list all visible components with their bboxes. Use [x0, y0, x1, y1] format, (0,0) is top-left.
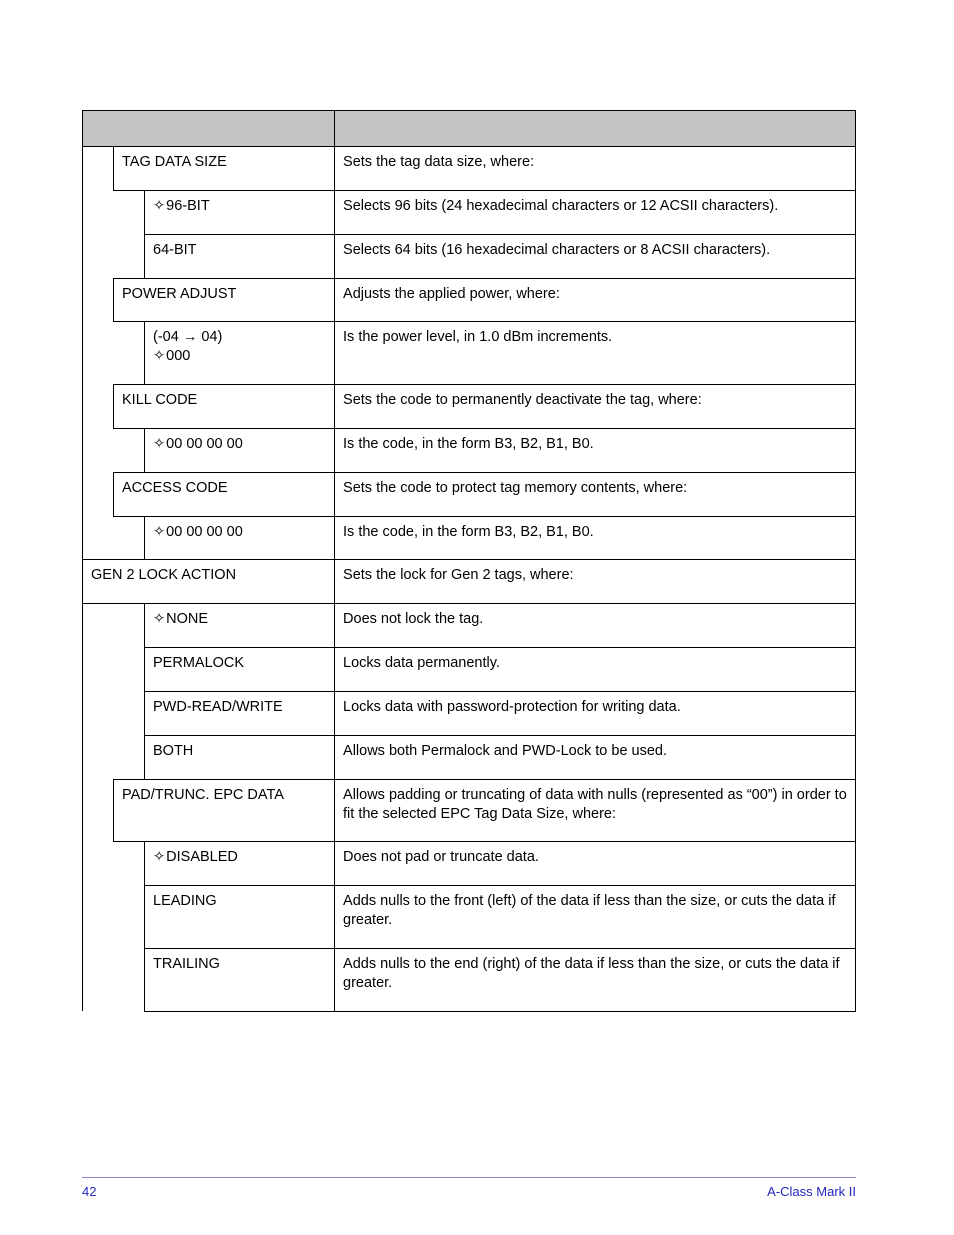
param-label: 00 00 00 00	[145, 516, 335, 560]
param-label: GEN 2 LOCK ACTION	[83, 560, 335, 604]
param-label: DISABLED	[145, 842, 335, 886]
table-row: TAG DATA SIZESets the tag data size, whe…	[83, 147, 856, 191]
table-row: KILL CODESets the code to permanently de…	[83, 385, 856, 429]
param-desc: Sets the lock for Gen 2 tags, where:	[335, 560, 856, 604]
table-row: ACCESS CODESets the code to protect tag …	[83, 472, 856, 516]
param-desc: Allows both Permalock and PWD-Lock to be…	[335, 735, 856, 779]
parameter-table: TAG DATA SIZESets the tag data size, whe…	[82, 110, 856, 1012]
param-desc: Adds nulls to the end (right) of the dat…	[335, 948, 856, 1011]
param-label: 64-BIT	[145, 234, 335, 278]
table-row: 96-BITSelects 96 bits (24 hexadecimal ch…	[83, 190, 856, 234]
table-row: GEN 2 LOCK ACTIONSets the lock for Gen 2…	[83, 560, 856, 604]
param-desc: Is the code, in the form B3, B2, B1, B0.	[335, 428, 856, 472]
param-label: PERMALOCK	[145, 648, 335, 692]
param-label: PWD-READ/WRITE	[145, 691, 335, 735]
param-desc: Is the power level, in 1.0 dBm increment…	[335, 322, 856, 385]
param-desc: Sets the code to protect tag memory cont…	[335, 472, 856, 516]
param-desc: Does not lock the tag.	[335, 604, 856, 648]
param-label: POWER ADJUST	[114, 278, 335, 322]
page-number: 42	[82, 1184, 96, 1199]
table-row: BOTHAllows both Permalock and PWD-Lock t…	[83, 735, 856, 779]
param-label: TAG DATA SIZE	[114, 147, 335, 191]
table-row: NONEDoes not lock the tag.	[83, 604, 856, 648]
table-row: LEADINGAdds nulls to the front (left) of…	[83, 886, 856, 949]
param-desc: Locks data permanently.	[335, 648, 856, 692]
param-desc: Selects 96 bits (24 hexadecimal characte…	[335, 190, 856, 234]
table-row: (-04 → 04)000Is the power level, in 1.0 …	[83, 322, 856, 385]
table-row: DISABLEDDoes not pad or truncate data.	[83, 842, 856, 886]
param-label: NONE	[145, 604, 335, 648]
param-label: BOTH	[145, 735, 335, 779]
param-desc: Allows padding or truncating of data wit…	[335, 779, 856, 842]
table-row: PAD/TRUNC. EPC DATAAllows padding or tru…	[83, 779, 856, 842]
param-label: LEADING	[145, 886, 335, 949]
header-row	[83, 111, 856, 147]
table-row: PERMALOCKLocks data permanently.	[83, 648, 856, 692]
param-desc: Adjusts the applied power, where:	[335, 278, 856, 322]
param-desc: Adds nulls to the front (left) of the da…	[335, 886, 856, 949]
table-row: TRAILINGAdds nulls to the end (right) of…	[83, 948, 856, 1011]
param-desc: Sets the code to permanently deactivate …	[335, 385, 856, 429]
table-row: POWER ADJUSTAdjusts the applied power, w…	[83, 278, 856, 322]
param-label: TRAILING	[145, 948, 335, 1011]
param-desc: Selects 64 bits (16 hexadecimal characte…	[335, 234, 856, 278]
param-label: 96-BIT	[145, 190, 335, 234]
param-label: 00 00 00 00	[145, 428, 335, 472]
param-desc: Locks data with password-protection for …	[335, 691, 856, 735]
param-desc: Does not pad or truncate data.	[335, 842, 856, 886]
doc-title: A-Class Mark II	[767, 1184, 856, 1199]
table-row: 00 00 00 00Is the code, in the form B3, …	[83, 516, 856, 560]
param-label: KILL CODE	[114, 385, 335, 429]
table-row: 00 00 00 00Is the code, in the form B3, …	[83, 428, 856, 472]
param-label: (-04 → 04)000	[145, 322, 335, 385]
param-label: PAD/TRUNC. EPC DATA	[114, 779, 335, 842]
param-label: ACCESS CODE	[114, 472, 335, 516]
table-row: PWD-READ/WRITELocks data with password-p…	[83, 691, 856, 735]
table-row: 64-BITSelects 64 bits (16 hexadecimal ch…	[83, 234, 856, 278]
param-desc: Sets the tag data size, where:	[335, 147, 856, 191]
param-desc: Is the code, in the form B3, B2, B1, B0.	[335, 516, 856, 560]
page-footer: 42 A-Class Mark II	[82, 1177, 856, 1199]
